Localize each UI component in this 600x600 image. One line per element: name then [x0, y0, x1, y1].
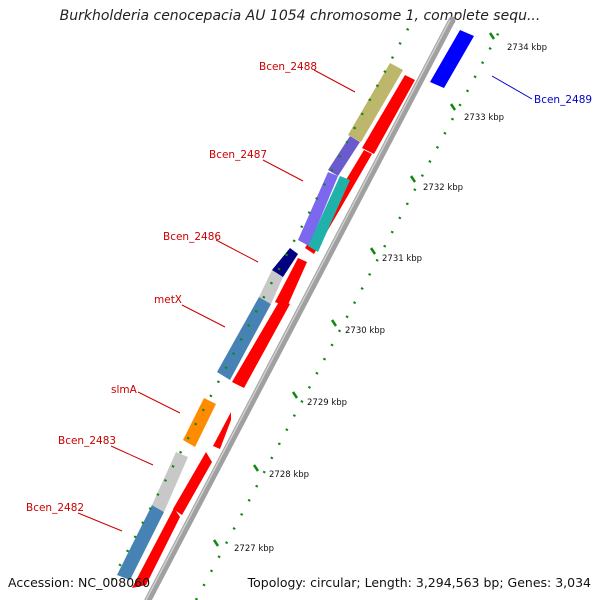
- leader-lines: [77, 69, 533, 532]
- gene-label-bcen-2486: Bcen_2486: [163, 231, 221, 243]
- cds-arrow: [362, 75, 415, 154]
- genome-backbone-highlight: [145, 19, 451, 600]
- tick-label: 2734 kbp: [507, 43, 547, 53]
- cds-arrow: [132, 508, 180, 588]
- gene-bar: [348, 63, 403, 142]
- gene-label-slma: slmA: [111, 384, 138, 396]
- leader-line: [313, 69, 356, 93]
- gene-bar: [298, 172, 338, 246]
- tick-mark: [488, 32, 496, 40]
- scale-dotted-line: [194, 29, 502, 600]
- tick-label: 2731 kbp: [382, 254, 422, 264]
- gene-bar: [308, 176, 350, 252]
- cds-arrow: [213, 412, 231, 449]
- tick-mark: [369, 247, 377, 255]
- cds-arrow: [275, 258, 307, 307]
- gene-bar: [259, 270, 283, 304]
- leader-line: [137, 391, 181, 414]
- leader-line: [181, 304, 226, 328]
- gene-label-bcen-2483: Bcen_2483: [58, 435, 116, 447]
- tick-label: 2727 kbp: [234, 544, 274, 554]
- tick-mark: [330, 319, 338, 327]
- gene-bar-bcen-2489: [430, 30, 474, 88]
- accession-label: Accession: NC_008060: [8, 575, 151, 590]
- tick-label: 2729 kbp: [307, 398, 347, 408]
- leader-line: [262, 159, 304, 182]
- tick-label: 2728 kbp: [269, 470, 309, 480]
- cds-arrow: [232, 300, 290, 388]
- gene-bar: [217, 297, 271, 380]
- tick-mark: [252, 464, 260, 472]
- gene-bar: [117, 505, 164, 580]
- genome-backbone: [144, 16, 456, 600]
- tick-mark: [409, 175, 417, 183]
- gene-bar: [152, 452, 188, 512]
- tick-marks: [212, 32, 496, 547]
- gene-label-bcen-2487: Bcen_2487: [209, 149, 267, 161]
- tick-mark: [212, 539, 220, 547]
- gene-bar: [183, 398, 216, 447]
- map-title: Burkholderia cenocepacia AU 1054 chromos…: [59, 8, 541, 24]
- leader-line: [110, 445, 154, 466]
- gene-label-bcen-2489: Bcen_2489: [534, 94, 592, 106]
- feature-track: [117, 30, 474, 580]
- tick-mark: [291, 391, 299, 399]
- topology-label: Topology: circular; Length: 3,294,563 bp…: [247, 575, 591, 590]
- gene-label-bcen-2488: Bcen_2488: [259, 61, 317, 73]
- tick-label: 2732 kbp: [423, 183, 463, 193]
- cds-arrow: [173, 452, 212, 515]
- tick-mark: [449, 103, 457, 111]
- gene-label-metx: metX: [154, 294, 182, 306]
- leader-line: [491, 75, 533, 100]
- leader-line: [215, 239, 259, 263]
- tick-label: 2733 kbp: [464, 113, 504, 123]
- leader-line: [77, 512, 123, 532]
- gene-label-bcen-2482: Bcen_2482: [26, 502, 84, 514]
- tick-label: 2730 kbp: [345, 326, 385, 336]
- gene-bar: [328, 136, 360, 176]
